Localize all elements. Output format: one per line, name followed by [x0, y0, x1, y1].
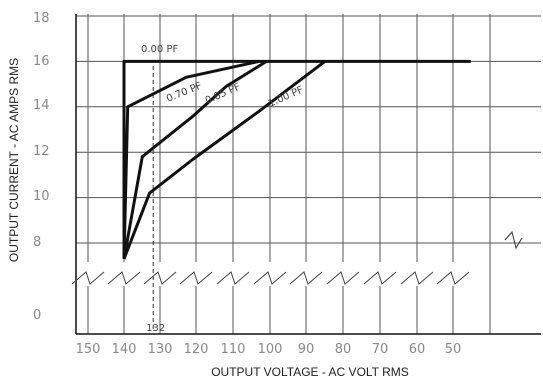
series-label: 0.85 PF	[204, 81, 243, 106]
axis-break-mark	[504, 230, 523, 250]
axis-break-mark	[179, 271, 213, 285]
axis-break-mark	[400, 271, 434, 285]
x-tick-label: 140	[112, 342, 137, 357]
axis-break-mark	[253, 271, 287, 285]
series-line-100pf	[122, 60, 326, 260]
axis-break-mark	[143, 271, 177, 285]
y-tick-label: 0	[33, 308, 41, 323]
y-tick-label: 16	[33, 54, 50, 69]
axis-break-mark	[71, 271, 105, 285]
x-tick-label: 70	[372, 342, 389, 357]
y-tick-label: 18	[33, 11, 50, 26]
x-axis-title: OUTPUT VOLTAGE - AC VOLT RMS	[211, 365, 409, 379]
x-tick-label: 150	[76, 342, 101, 357]
x-tick-label: 110	[221, 342, 246, 357]
series-line-085pf	[122, 60, 268, 260]
y-tick-label: 8	[33, 235, 41, 250]
y-axis-title: OUTPUT CURRENT - AC AMPS RMS	[7, 58, 21, 262]
x-tick-label: 90	[298, 342, 315, 357]
axis-break-mark	[216, 271, 250, 285]
y-tick-label: 14	[33, 98, 50, 113]
axis-break-mark	[326, 271, 360, 285]
x-tick-label: 50	[445, 342, 462, 357]
series-line-070pf	[122, 59, 260, 259]
x-tick-label: 100	[258, 342, 283, 357]
x-tick-label: 80	[335, 342, 352, 357]
axis-break-mark	[363, 271, 397, 285]
marker-line-label: 132	[146, 323, 165, 334]
x-tick-label: 120	[184, 342, 209, 357]
axis-break-mark	[289, 271, 323, 285]
x-tick-label: 60	[409, 342, 426, 357]
y-tick-label: 10	[33, 189, 50, 204]
series-label: 0.00 PF	[141, 44, 178, 55]
x-tick-label: 130	[148, 342, 173, 357]
y-tick-label: 12	[33, 144, 50, 159]
axis-break-mark	[436, 271, 470, 285]
series-line-000pf	[122, 59, 471, 259]
series-label: 1.00 PF	[267, 84, 306, 109]
axis-break-mark	[107, 271, 141, 285]
